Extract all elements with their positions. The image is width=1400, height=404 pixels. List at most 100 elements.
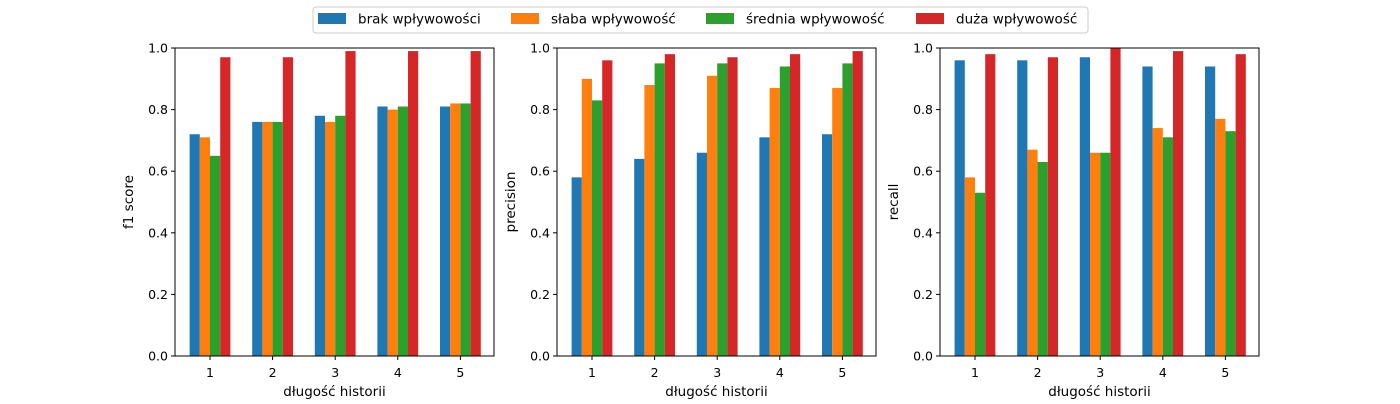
bar <box>759 137 770 356</box>
bar <box>832 88 843 356</box>
y-tick-label: 0.8 <box>530 102 550 117</box>
x-tick-label: 3 <box>713 365 721 380</box>
y-tick-label: 0.4 <box>530 225 550 240</box>
legend-swatch <box>916 13 944 24</box>
x-tick-label: 1 <box>206 365 214 380</box>
bar <box>602 60 613 356</box>
bar <box>592 100 603 356</box>
legend-label: brak wpływowości <box>358 12 481 28</box>
bar <box>210 155 221 356</box>
bar <box>335 115 346 356</box>
chart-panel-f1-score: 0.0 0.2 0.4 0.6 0.8 1.0 1 2 3 4 5 długość historii f… <box>121 41 495 400</box>
bar <box>252 121 263 356</box>
bar <box>571 177 582 356</box>
chart-panels: 0.0 0.2 0.4 0.6 0.8 1.0 1 2 3 4 5 długość historii f… <box>121 41 1260 400</box>
y-tick-label: 0.6 <box>530 164 550 179</box>
bar <box>1027 149 1038 356</box>
bar <box>408 51 419 356</box>
bar <box>717 63 728 357</box>
bar <box>1152 128 1163 356</box>
y-tick-label: 0.2 <box>148 287 168 302</box>
bar <box>199 137 210 356</box>
bar <box>450 103 461 356</box>
x-axis-label: długość historii <box>665 384 767 400</box>
bar <box>1017 60 1028 356</box>
y-axis-label: f1 score <box>121 175 137 229</box>
bar <box>1090 152 1101 356</box>
bar <box>397 106 408 357</box>
bar <box>377 106 388 357</box>
bar <box>460 103 471 356</box>
bar <box>696 152 707 356</box>
bar <box>985 54 996 356</box>
x-tick-label: 4 <box>1159 365 1167 380</box>
bar <box>1235 54 1246 356</box>
bar <box>345 51 356 356</box>
y-axis-label: recall <box>886 184 902 221</box>
y-tick-label: 0.0 <box>913 349 933 364</box>
bar <box>1079 57 1090 357</box>
axes-frame <box>556 47 877 357</box>
axes-frame <box>174 47 495 357</box>
x-tick-label: 4 <box>776 365 784 380</box>
bar <box>964 177 975 356</box>
legend-label: słaba wpływowość <box>551 12 676 28</box>
y-tick-label: 0.0 <box>148 349 168 364</box>
y-tick-label: 0.4 <box>148 225 168 240</box>
x-tick-label: 5 <box>1221 365 1229 380</box>
bar <box>1162 137 1173 356</box>
y-tick-label: 0.6 <box>913 164 933 179</box>
x-tick-label: 3 <box>1096 365 1104 380</box>
bar <box>314 115 325 356</box>
y-tick-label: 0.2 <box>913 287 933 302</box>
bar <box>1047 57 1058 357</box>
legend-swatch <box>706 13 734 24</box>
bar <box>262 121 273 356</box>
legend-swatch <box>318 13 346 24</box>
bar <box>189 134 200 356</box>
y-tick-label: 1.0 <box>913 41 933 56</box>
bar <box>282 57 293 357</box>
x-tick-label: 3 <box>331 365 339 380</box>
x-axis-label: długość historii <box>283 384 385 400</box>
bar <box>1215 118 1226 356</box>
legend: brak wpływowości słaba wpływowość średnia … <box>312 6 1089 34</box>
legend-entry: brak wpływowości <box>318 12 481 28</box>
x-tick-label: 1 <box>971 365 979 380</box>
bar <box>852 51 863 356</box>
x-axis-label: długość historii <box>1048 384 1150 400</box>
bar <box>440 106 451 357</box>
x-tick-label: 5 <box>456 365 464 380</box>
bar <box>707 75 718 356</box>
bar <box>1100 152 1111 356</box>
x-tick-label: 2 <box>1034 365 1042 380</box>
bar <box>790 54 801 356</box>
bar <box>581 78 592 357</box>
y-tick-label: 0.8 <box>913 102 933 117</box>
bar <box>1205 66 1216 356</box>
y-axis-label: precision <box>503 172 519 233</box>
legend-entry: duża wpływowość <box>916 12 1077 28</box>
x-tick-label: 1 <box>588 365 596 380</box>
bar <box>954 60 965 356</box>
bar <box>727 57 738 357</box>
bar <box>325 121 336 356</box>
y-tick-label: 1.0 <box>530 41 550 56</box>
chart-panel-recall: 0.0 0.2 0.4 0.6 0.8 1.0 1 2 3 4 5 długość historii r… <box>886 41 1260 400</box>
bar <box>1142 66 1153 356</box>
bar <box>220 57 231 357</box>
chart-panel-precision: 0.0 0.2 0.4 0.6 0.8 1.0 1 2 3 4 5 długość historii p… <box>503 41 877 400</box>
legend-label: średnia wpływowość <box>746 12 885 28</box>
bar <box>1110 48 1121 356</box>
bar <box>769 88 780 356</box>
bar <box>1037 161 1048 356</box>
legend-entry: słaba wpływowość <box>511 12 676 28</box>
axes-frame <box>939 47 1260 357</box>
y-tick-label: 0.0 <box>530 349 550 364</box>
bar <box>470 51 481 356</box>
y-tick-label: 1.0 <box>148 41 168 56</box>
bar <box>822 134 833 356</box>
x-tick-label: 2 <box>651 365 659 380</box>
